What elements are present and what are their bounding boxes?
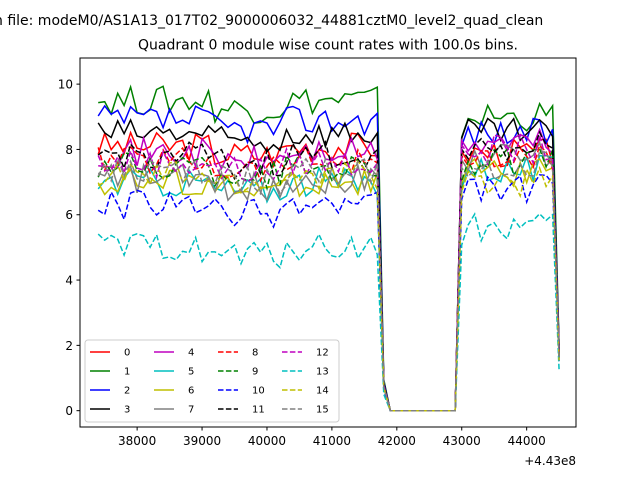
x-tick-label: 41000 bbox=[313, 434, 351, 448]
y-tick-label: 4 bbox=[65, 274, 73, 288]
legend-label-6: 6 bbox=[188, 386, 194, 397]
series-line-13 bbox=[97, 212, 560, 412]
x-tick-label: 39000 bbox=[183, 434, 221, 448]
legend-label-2: 2 bbox=[124, 386, 130, 397]
y-tick-label: 0 bbox=[65, 404, 73, 418]
x-axis: 38000 39000 40000 41000 42000 43000 44000 bbox=[118, 427, 546, 448]
series-line-3 bbox=[97, 117, 560, 412]
x-tick-label: 43000 bbox=[443, 434, 481, 448]
y-tick-label: 2 bbox=[65, 339, 73, 353]
legend-label-11: 11 bbox=[252, 405, 265, 416]
series-line-9 bbox=[97, 147, 560, 412]
series-line-10 bbox=[97, 174, 560, 412]
series-lines bbox=[97, 84, 560, 412]
legend-label-10: 10 bbox=[252, 386, 265, 397]
x-tick-label: 44000 bbox=[508, 434, 546, 448]
legend-label-0: 0 bbox=[124, 348, 130, 359]
series-line-15 bbox=[97, 150, 560, 412]
legend-label-14: 14 bbox=[316, 386, 329, 397]
legend-label-7: 7 bbox=[188, 405, 194, 416]
legend-label-9: 9 bbox=[252, 367, 258, 378]
series-line-2 bbox=[97, 104, 560, 412]
legend-label-3: 3 bbox=[124, 405, 130, 416]
legend-label-1: 1 bbox=[124, 367, 130, 378]
legend-label-4: 4 bbox=[188, 348, 194, 359]
legend-label-15: 15 bbox=[316, 405, 329, 416]
plot-frame bbox=[79, 57, 577, 428]
legend-label-5: 5 bbox=[188, 367, 194, 378]
x-tick-label: 40000 bbox=[248, 434, 286, 448]
series-line-11 bbox=[97, 130, 560, 412]
legend-box bbox=[84, 339, 340, 423]
x-tick-label: 38000 bbox=[118, 434, 156, 448]
chart-title: Quadrant 0 module wise count rates with … bbox=[138, 38, 518, 54]
y-tick-label: 8 bbox=[65, 143, 73, 157]
legend-label-13: 13 bbox=[316, 367, 329, 378]
y-axis: 0 2 4 6 8 10 bbox=[58, 78, 80, 418]
x-offset-label: +4.43e8 bbox=[524, 454, 576, 468]
series-line-12 bbox=[97, 133, 560, 412]
figure-suptitle: n file: modeM0/AS1A13_017T02_9000006032_… bbox=[0, 13, 543, 29]
legend-label-12: 12 bbox=[316, 348, 329, 359]
y-tick-label: 6 bbox=[65, 208, 73, 222]
y-tick-label: 10 bbox=[58, 78, 73, 92]
x-tick-label: 42000 bbox=[378, 434, 416, 448]
legend-label-8: 8 bbox=[252, 348, 258, 359]
series-line-1 bbox=[98, 84, 560, 412]
